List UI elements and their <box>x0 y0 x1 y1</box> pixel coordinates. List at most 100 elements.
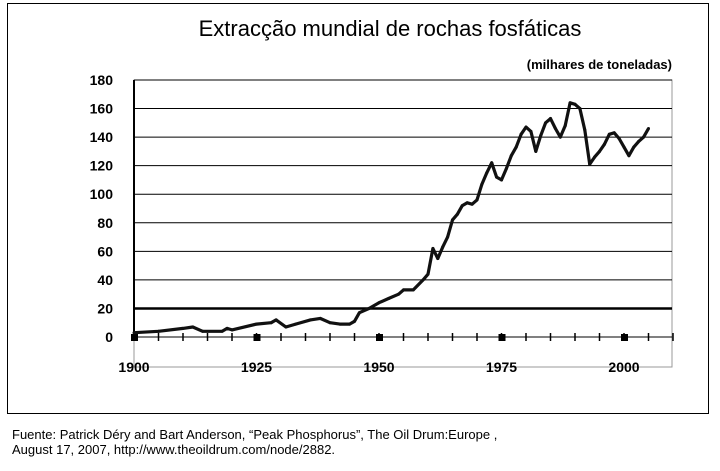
data-point <box>495 175 499 179</box>
data-point <box>357 311 361 315</box>
data-point <box>514 145 518 149</box>
data-point <box>421 278 425 282</box>
data-point <box>411 288 415 292</box>
data-point <box>632 145 636 149</box>
data-point <box>284 325 288 329</box>
data-point <box>539 134 543 138</box>
source-line-2: August 17, 2007, http://www.theoildrum.c… <box>12 442 336 457</box>
data-point <box>563 124 567 128</box>
y-tick-label: 140 <box>90 129 114 145</box>
y-tick-label: 80 <box>97 215 113 231</box>
x-tick-label: 1925 <box>241 359 272 375</box>
plot-area <box>133 79 673 368</box>
data-point <box>573 102 577 106</box>
data-point <box>460 204 464 208</box>
data-point <box>524 125 528 129</box>
data-point <box>367 306 371 310</box>
y-tick-label: 0 <box>105 329 113 345</box>
data-point <box>612 131 616 135</box>
data-point <box>338 322 342 326</box>
data-point <box>485 171 489 175</box>
data-point <box>593 155 597 159</box>
data-point <box>529 129 533 133</box>
data-point <box>191 325 195 329</box>
data-point <box>598 149 601 153</box>
data-point <box>534 149 538 153</box>
x-major-tick-marker <box>376 334 383 341</box>
data-point <box>470 202 474 206</box>
data-point <box>255 322 258 326</box>
chart-svg: 0 20 40 60 80 100 120 140 160 180 1900 1925 1950 1975… <box>90 72 674 375</box>
data-point <box>622 145 626 149</box>
data-point <box>519 132 523 136</box>
data-point <box>402 288 405 292</box>
data-point <box>642 135 646 139</box>
data-point <box>308 318 312 322</box>
data-point <box>602 142 606 146</box>
data-point <box>318 316 322 320</box>
data-point <box>446 235 450 239</box>
data-point <box>451 218 454 222</box>
data-point <box>353 319 356 323</box>
data-point <box>490 161 494 165</box>
data-point <box>509 154 513 158</box>
data-point <box>387 296 391 300</box>
x-major-tick-marker <box>498 334 506 341</box>
chart-title: Extracção mundial de rochas fosfáticas <box>198 16 582 41</box>
data-point <box>225 326 229 330</box>
data-point <box>553 127 557 131</box>
data-point <box>549 117 552 121</box>
data-point <box>431 246 435 250</box>
y-tick-label: 60 <box>97 243 113 259</box>
data-point <box>617 137 621 141</box>
data-point <box>348 322 352 326</box>
figure-frame <box>7 3 709 414</box>
data-point <box>377 301 381 305</box>
source-citation: Fuente: Patrick Déry and Bart Anderson, … <box>12 427 497 457</box>
data-point <box>504 167 508 171</box>
data-point <box>269 321 273 325</box>
y-tick-label: 100 <box>90 186 114 202</box>
data-point <box>441 245 445 249</box>
data-point <box>465 201 469 205</box>
x-major-tick-marker <box>131 334 138 341</box>
data-point <box>294 322 298 326</box>
y-tick-label: 120 <box>90 158 114 174</box>
data-point <box>397 292 401 296</box>
data-point <box>583 128 587 132</box>
x-tick-label: 1975 <box>486 359 517 375</box>
x-tick-label: 1950 <box>363 359 394 375</box>
data-point <box>201 329 205 333</box>
data-point <box>500 178 503 182</box>
unit-label: (milhares de toneladas) <box>526 57 672 72</box>
data-point <box>274 318 278 322</box>
data-point <box>647 127 650 131</box>
data-point <box>544 121 548 125</box>
data-point <box>627 154 631 158</box>
x-tick-label: 1900 <box>118 359 149 375</box>
data-point <box>230 328 234 332</box>
data-point <box>475 198 479 202</box>
data-point <box>181 326 185 330</box>
y-tick-label: 180 <box>90 72 114 88</box>
data-point <box>328 321 332 325</box>
y-tick-label: 20 <box>97 300 113 316</box>
source-line-1: Fuente: Patrick Déry and Bart Anderson, … <box>12 427 498 442</box>
data-point <box>480 182 484 186</box>
data-point <box>436 256 440 260</box>
data-point <box>132 331 136 335</box>
x-major-tick-marker <box>621 334 628 341</box>
data-point <box>426 272 430 276</box>
y-tick-label: 40 <box>97 272 113 288</box>
data-point <box>607 132 611 136</box>
y-tick-label: 160 <box>90 101 114 117</box>
data-point <box>588 162 592 166</box>
data-point <box>157 329 160 333</box>
x-tick-label: 2000 <box>608 359 639 375</box>
data-point <box>455 212 459 216</box>
data-point <box>220 329 224 333</box>
data-point <box>578 107 582 111</box>
x-major-tick-marker <box>253 334 261 341</box>
data-point <box>558 135 562 139</box>
data-point <box>637 139 641 143</box>
